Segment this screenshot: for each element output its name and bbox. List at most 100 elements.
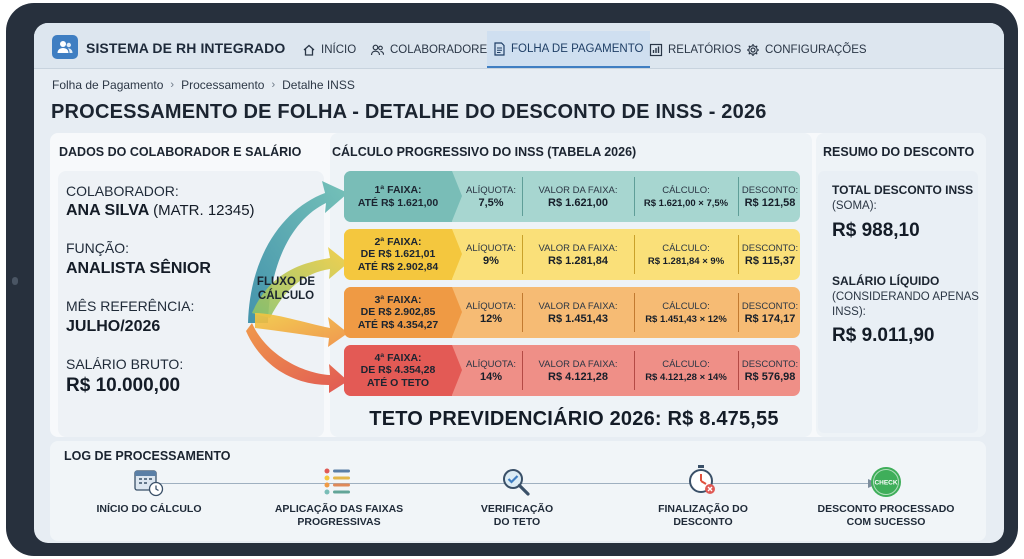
band-title-text: 2ª FAIXA: — [374, 235, 422, 248]
band-title-text: 4ª FAIXA: — [374, 351, 422, 364]
employee-salary: R$ 10.000,00 — [66, 375, 181, 396]
band-discount-label: DESCONTO: — [741, 358, 799, 370]
band-discount-label: DESCONTO: — [741, 242, 799, 254]
band-range: ATÉ O TETO — [366, 376, 430, 389]
band-divider — [522, 293, 523, 332]
log-step-finalizacao: FINALIZAÇÃO DO DESCONTO — [628, 503, 778, 529]
log-step-label: FINALIZAÇÃO DO — [658, 503, 748, 515]
summary-net-sub-2: INSS): — [832, 306, 866, 318]
band-divider — [522, 235, 523, 274]
calendar-clock-icon — [134, 470, 164, 497]
summary-total-value: R$ 988,10 — [832, 220, 920, 241]
band-rate-cell: ALÍQUOTA: 14% — [460, 345, 522, 396]
band-range: ATÉ R$ 1.621,00 — [357, 196, 439, 209]
band-amount-label: VALOR DA FAIXA: — [538, 184, 618, 196]
band-rate-value: 14% — [479, 370, 503, 383]
band-rate-label: ALÍQUOTA: — [466, 184, 516, 196]
band-calc-value: R$ 1.281,84 × 9% — [647, 255, 725, 267]
band-discount-value: R$ 576,98 — [744, 370, 796, 383]
band-range: ATÉ R$ 2.902,84 — [357, 260, 439, 273]
nav-item-colaboradores[interactable]: COLABORADORES — [364, 31, 501, 68]
employee-heading: DADOS DO COLABORADOR E SALÁRIO — [59, 145, 302, 159]
gear-icon — [747, 43, 759, 56]
log-step-label: PROGRESSIVAS — [297, 516, 381, 528]
band-amount-cell: VALOR DA FAIXA: R$ 1.281,84 — [524, 229, 632, 280]
band-rate-cell: ALÍQUOTA: 7,5% — [460, 171, 522, 222]
band-discount-value: R$ 174,17 — [744, 312, 796, 325]
band-divider — [634, 177, 635, 216]
band-discount-label: DESCONTO: — [741, 184, 799, 196]
employee-registration: (MATR. 12345) — [153, 202, 255, 219]
summary-total-sub: (SOMA): — [832, 200, 877, 212]
summary-net-sub-1: (CONSIDERANDO APENAS — [832, 291, 979, 303]
users-icon — [52, 35, 78, 59]
nav-item-configuracoes[interactable]: CONFIGURAÇÕES — [740, 31, 873, 68]
band-divider — [738, 235, 739, 274]
band-divider — [738, 351, 739, 390]
breadcrumb-item[interactable]: Folha de Pagamento — [52, 78, 164, 92]
nav-label: FOLHA DE PAGAMENTO — [511, 42, 644, 55]
log-step-label: DESCONTO — [673, 516, 733, 528]
inss-band-3: 3ª FAIXA: DE R$ 2.902,85 ATÉ R$ 4.354,27 AL… — [344, 287, 800, 338]
log-step-label: INÍCIO DO CÁLCULO — [96, 503, 202, 515]
chevron-right-icon: › — [170, 79, 175, 91]
log-step-verificacao: VERIFICAÇÃO DO TETO — [442, 503, 592, 529]
band-amount-value: R$ 1.281,84 — [548, 254, 608, 267]
band-amount-cell: VALOR DA FAIXA: R$ 1.451,43 — [524, 287, 632, 338]
inss-band-1: 1ª FAIXA: ATÉ R$ 1.621,00 ALÍQUOTA: 7,5% VAL… — [344, 171, 800, 222]
band-calc-cell: CÁLCULO: R$ 1.621,00 × 7,5% — [634, 171, 738, 222]
flow-label: FLUXO DE CÁLCULO — [249, 275, 323, 303]
nav-label: RELATÓRIOS — [668, 43, 742, 56]
nav-item-relatorios[interactable]: RELATÓRIOS — [643, 31, 747, 68]
band-title: 4ª FAIXA: DE R$ 4.354,28 ATÉ O TETO — [344, 345, 462, 396]
flow-label-line: CÁLCULO — [257, 290, 315, 302]
magnifier-check-icon — [503, 469, 530, 496]
band-discount-cell: DESCONTO: R$ 121,58 — [740, 171, 800, 222]
band-calc-value: R$ 1.451,43 × 12% — [645, 313, 727, 325]
nav-label: COLABORADORES — [390, 43, 495, 56]
home-icon — [303, 44, 315, 56]
band-rate-value: 9% — [483, 254, 499, 267]
app-title: SISTEMA DE RH INTEGRADO — [86, 40, 286, 56]
band-amount-value: R$ 4.121,28 — [548, 370, 608, 383]
employee-role-label: FUNÇÃO: — [66, 240, 129, 256]
band-rate-value: 12% — [479, 312, 503, 325]
breadcrumb-item: Detalhe INSS — [282, 78, 355, 92]
breadcrumb-item[interactable]: Processamento — [181, 78, 265, 92]
log-step-label: VERIFICAÇÃO — [480, 503, 554, 515]
nav-item-folha-de-pagamento[interactable]: FOLHA DE PAGAMENTO — [487, 31, 650, 68]
band-discount-cell: DESCONTO: R$ 115,37 — [740, 229, 800, 280]
nav-item-inicio[interactable]: INÍCIO — [296, 31, 362, 68]
band-range: DE R$ 2.902,85 — [360, 306, 436, 319]
band-range: ATÉ R$ 4.354,27 — [357, 318, 439, 331]
summary-total-label: TOTAL DESCONTO INSS — [832, 183, 974, 197]
summary-card — [818, 171, 978, 433]
band-rate-cell: ALÍQUOTA: 9% — [460, 229, 522, 280]
band-calc-label: CÁLCULO: — [662, 358, 710, 370]
log-step-concluido: DESCONTO PROCESSADO COM SUCESSO — [811, 503, 961, 529]
band-calc-value: R$ 1.621,00 × 7,5% — [643, 197, 729, 209]
log-heading: LOG DE PROCESSAMENTO — [64, 449, 231, 463]
check-badge-text: CHECK — [874, 480, 897, 487]
band-calc-cell: CÁLCULO: R$ 1.451,43 × 12% — [634, 287, 738, 338]
calc-heading: CÁLCULO PROGRESSIVO DO INSS (TABELA 2026… — [332, 145, 637, 159]
band-discount-value: R$ 115,37 — [744, 254, 796, 267]
band-range: DE R$ 4.354,28 — [360, 364, 436, 377]
band-rate-value: 7,5% — [478, 196, 504, 209]
summary-heading: RESUMO DO DESCONTO — [823, 145, 975, 159]
bar-chart-icon — [649, 43, 663, 56]
band-title: 1ª FAIXA: ATÉ R$ 1.621,00 — [344, 171, 462, 222]
band-divider — [522, 177, 523, 216]
document-icon — [494, 41, 505, 56]
band-amount-value: R$ 1.451,43 — [548, 312, 608, 325]
breadcrumb: Folha de Pagamento › Processamento › Det… — [52, 78, 355, 92]
band-amount-cell: VALOR DA FAIXA: R$ 1.621,00 — [524, 171, 632, 222]
screen: SISTEMA DE RH INTEGRADO INÍCIO COLABORAD… — [34, 23, 1004, 543]
inss-band-4: 4ª FAIXA: DE R$ 4.354,28 ATÉ O TETO ALÍQUOT… — [344, 345, 800, 396]
band-discount-cell: DESCONTO: R$ 174,17 — [740, 287, 800, 338]
band-title: 2ª FAIXA: DE R$ 1.621,01 ATÉ R$ 2.902,84 — [344, 229, 462, 280]
chevron-right-icon: › — [271, 79, 276, 91]
band-rate-label: ALÍQUOTA: — [466, 242, 516, 254]
band-calc-cell: CÁLCULO: R$ 1.281,84 × 9% — [634, 229, 738, 280]
log-panel — [50, 441, 986, 541]
